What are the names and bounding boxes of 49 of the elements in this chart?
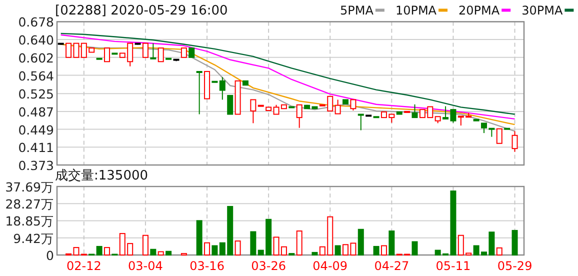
- bar: [212, 245, 218, 256]
- bar: [250, 231, 256, 256]
- bar: [96, 246, 102, 256]
- bar: [142, 234, 148, 256]
- y-tick-label: 0: [46, 248, 54, 263]
- bar: [196, 220, 202, 256]
- x-tick-label: 04-09: [312, 259, 348, 273]
- y-tick-label: 0.449: [18, 122, 54, 138]
- y-tick-label: 0.411: [18, 140, 54, 156]
- x-tick-label: 03-04: [128, 259, 163, 273]
- y-tick-label: 0.564: [18, 68, 54, 84]
- legend-label: 20PMA: [458, 4, 500, 18]
- y-tick-label: 0.602: [18, 50, 54, 66]
- legend-label: 10PMA: [395, 4, 438, 18]
- bar: [412, 241, 418, 256]
- x-tick-label: 05-29: [497, 259, 532, 273]
- bar: [373, 246, 380, 256]
- x-tick-label: 02-12: [66, 259, 102, 273]
- bar: [358, 228, 364, 256]
- bar: [166, 250, 172, 256]
- y-tick-label: 0.373: [18, 158, 54, 173]
- chart-title: 成交量:135000: [55, 168, 148, 184]
- x-tick-label: 05-11: [436, 259, 471, 273]
- bar: [380, 245, 387, 256]
- y-tick-label: 37.69万: [5, 180, 54, 194]
- y-tick-label: 9.42万: [13, 230, 54, 246]
- bar: [312, 252, 318, 256]
- bar: [512, 230, 518, 256]
- bar: [150, 248, 156, 256]
- chart-title: [02288] 2020-05-29 16:00: [55, 4, 228, 19]
- y-tick-label: 0.678: [18, 14, 54, 30]
- bar: [296, 230, 302, 256]
- y-tick-label: 0.640: [18, 32, 54, 48]
- y-tick-label: 0.525: [18, 86, 54, 102]
- y-tick-label: 28.27万: [5, 196, 54, 212]
- y-tick-label: 0.487: [18, 104, 54, 120]
- y-tick-label: 18.85万: [5, 214, 54, 229]
- bar: [158, 251, 164, 256]
- x-tick-label: 03-16: [190, 259, 224, 273]
- bar: [104, 247, 110, 256]
- legend-label: 5PMA: [340, 4, 374, 18]
- bar: [496, 247, 502, 256]
- x-tick-label: 03-26: [251, 259, 286, 273]
- bar: [234, 240, 241, 256]
- bar: [388, 230, 395, 256]
- legend-label: 30PMA: [522, 4, 564, 18]
- bar: [334, 245, 341, 256]
- x-tick-label: 04-27: [374, 259, 410, 273]
- bar: [204, 242, 210, 256]
